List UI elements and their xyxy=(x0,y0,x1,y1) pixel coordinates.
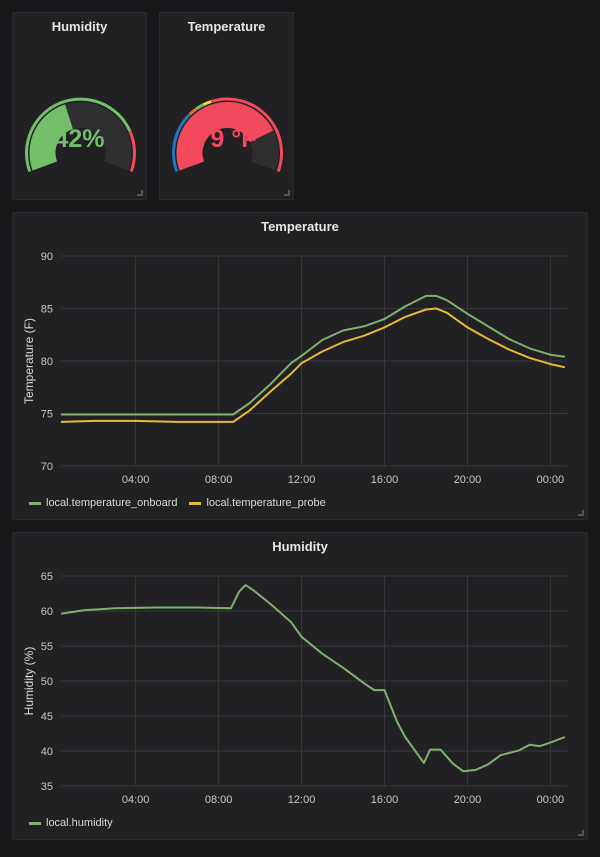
humidity-gauge-value: 42% xyxy=(54,125,105,153)
x-tick-label: 12:00 xyxy=(288,474,316,486)
resize-handle[interactable] xyxy=(284,190,290,196)
x-tick-label: 20:00 xyxy=(454,474,482,486)
y-tick-label: 70 xyxy=(41,461,53,473)
y-tick-label: 85 xyxy=(41,304,53,316)
legend-item-temperature-onboard[interactable]: local.temperature_onboard xyxy=(29,497,177,509)
legend-swatch-icon xyxy=(29,501,41,505)
humidity-graph-panel: Humidity 35 40 45 50 55 60 65 04:00 08:00 12:00 16… xyxy=(12,532,588,840)
gauge-threshold-band xyxy=(195,103,205,111)
legend-swatch-icon xyxy=(29,821,41,825)
x-tick-label: 12:00 xyxy=(288,794,316,806)
x-tick-label: 08:00 xyxy=(205,474,233,486)
gauge-threshold-band xyxy=(210,97,283,172)
y-tick-label: 75 xyxy=(41,409,53,421)
y-tick-label: 40 xyxy=(41,746,53,758)
gauge-threshold-band xyxy=(25,97,132,172)
temperature-gauge-title[interactable]: Temperature xyxy=(187,19,266,34)
gauge-threshold-band xyxy=(172,126,182,172)
resize-handle[interactable] xyxy=(578,510,584,516)
humidity-gauge-title[interactable]: Humidity xyxy=(51,19,108,34)
y-tick-label: 50 xyxy=(41,676,53,688)
y-tick-label: 55 xyxy=(41,641,53,653)
legend-label: local.temperature_onboard xyxy=(46,497,178,509)
x-tick-label: 08:00 xyxy=(205,794,233,806)
temperature-graph-panel: Temperature 70 75 80 85 90 04:00 08:00 12:00 16:… xyxy=(12,212,588,520)
humidity-gauge xyxy=(25,97,136,172)
temperature-legend: local.temperature_onboard local.temperat… xyxy=(29,497,326,509)
y-axis-label: Temperature (F) xyxy=(22,318,36,404)
resize-handle[interactable] xyxy=(137,190,143,196)
gauge-value-arc xyxy=(29,104,74,171)
x-tick-label: 04:00 xyxy=(122,474,150,486)
y-tick-label: 90 xyxy=(41,251,53,263)
y-tick-label: 45 xyxy=(41,711,53,723)
series-line-0 xyxy=(61,294,566,416)
x-tick-label: 00:00 xyxy=(537,474,565,486)
legend-item-humidity[interactable]: local.humidity xyxy=(29,817,113,829)
y-tick-label: 80 xyxy=(41,356,53,368)
humidity-chart: 35 40 45 50 55 60 65 04:00 08:00 12:00 16:00 20:00 0… xyxy=(22,571,567,806)
y-axis-label: Humidity (%) xyxy=(22,647,36,716)
legend-swatch-icon xyxy=(189,501,202,505)
x-tick-label: 16:00 xyxy=(371,794,399,806)
gauge-threshold-band xyxy=(178,113,192,129)
x-tick-label: 00:00 xyxy=(537,794,565,806)
temperature-graph-title[interactable]: Temperature xyxy=(261,219,339,234)
legend-label: local.humidity xyxy=(46,817,113,829)
temperature-gauge-value: 79 °F xyxy=(196,125,257,153)
x-tick-label: 20:00 xyxy=(454,794,482,806)
resize-handle[interactable] xyxy=(578,830,584,836)
x-tick-label: 16:00 xyxy=(371,474,399,486)
temperature-chart: 70 75 80 85 90 04:00 08:00 12:00 16:00 20:00 00:00… xyxy=(22,251,567,486)
series-line-1 xyxy=(60,307,566,423)
legend-label: local.temperature_probe xyxy=(206,497,326,509)
y-tick-label: 65 xyxy=(41,571,53,583)
gauge-value-arc xyxy=(176,101,274,171)
humidity-graph-title[interactable]: Humidity xyxy=(272,539,328,554)
humidity-gauge-panel: Humidity 42% xyxy=(12,12,147,200)
gauge-threshold-band xyxy=(188,107,198,116)
temperature-gauge xyxy=(172,97,283,172)
x-tick-label: 04:00 xyxy=(122,794,150,806)
series-line-0 xyxy=(60,584,566,773)
legend-item-temperature-probe[interactable]: local.temperature_probe xyxy=(189,497,326,509)
y-tick-label: 35 xyxy=(41,781,53,793)
humidity-legend: local.humidity xyxy=(29,817,113,829)
gauge-threshold-band xyxy=(128,130,136,172)
temperature-gauge-panel: Temperature 79 °F xyxy=(159,12,294,200)
y-tick-label: 60 xyxy=(41,606,53,618)
gauge-threshold-band xyxy=(202,100,212,106)
